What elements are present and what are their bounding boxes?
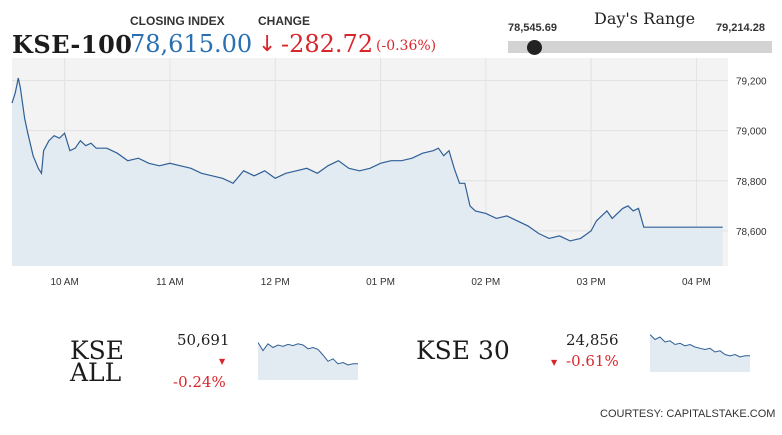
y-tick-label: 79,200 bbox=[736, 77, 767, 88]
kse-all-value: 50,691 bbox=[177, 331, 230, 349]
days-range-track bbox=[508, 41, 772, 53]
sparkline-area bbox=[258, 342, 358, 380]
kse-30-percent: -0.61% bbox=[566, 352, 619, 370]
sparkline-line bbox=[258, 342, 358, 366]
x-tick-label: 11 AM bbox=[156, 277, 184, 288]
days-range-high: 79,214.28 bbox=[716, 22, 765, 34]
closing-index-label: CLOSING INDEX bbox=[130, 14, 225, 28]
kse-30-down-icon: ▼ bbox=[551, 358, 558, 367]
chart-series-line bbox=[11, 77, 723, 242]
kse-30-name: KSE 30 bbox=[416, 336, 510, 365]
kse-all-percent: -0.24% bbox=[173, 373, 226, 391]
y-tick-label: 78,600 bbox=[736, 227, 767, 238]
down-arrow-icon: ↓ bbox=[258, 32, 277, 57]
sparkline-area bbox=[650, 334, 750, 372]
days-range-title: Day's Range bbox=[594, 9, 696, 28]
x-tick-label: 02 PM bbox=[471, 277, 500, 288]
kse-all-name: KSE ALL bbox=[70, 336, 125, 387]
change-value: -282.72 bbox=[281, 30, 374, 58]
courtesy-text: COURTESY: CAPITALSTAKE.COM bbox=[600, 408, 776, 420]
x-tick-label: 01 PM bbox=[366, 277, 395, 288]
kse-30-value: 24,856 bbox=[566, 331, 619, 349]
chart-area-fill bbox=[12, 78, 723, 266]
change-percent: (-0.36%) bbox=[376, 38, 437, 54]
change-label: CHANGE bbox=[258, 14, 311, 28]
kse-all-name-line2: ALL bbox=[70, 358, 122, 387]
days-range-low: 78,545.69 bbox=[508, 22, 557, 34]
sparkline-line bbox=[650, 334, 750, 358]
x-tick-label: 12 PM bbox=[261, 277, 290, 288]
y-tick-label: 79,000 bbox=[736, 127, 767, 138]
y-tick-label: 78,800 bbox=[736, 177, 767, 188]
days-range-marker bbox=[527, 40, 543, 55]
kse-30-sparkline bbox=[650, 334, 750, 372]
kse-all-sparkline bbox=[258, 342, 358, 380]
kse-all-name-line1: KSE bbox=[70, 336, 125, 365]
intraday-chart: 79,200 79,000 78,800 78,600 10 AM 11 AM 12 PM… bbox=[11, 58, 767, 288]
closing-index-value: 78,615.00 bbox=[130, 30, 253, 58]
x-tick-label: 04 PM bbox=[682, 277, 711, 288]
index-name: KSE-100 bbox=[12, 30, 133, 59]
x-tick-label: 10 AM bbox=[50, 277, 78, 288]
kse-all-down-icon: ▼ bbox=[219, 357, 226, 366]
x-tick-label: 03 PM bbox=[577, 277, 606, 288]
